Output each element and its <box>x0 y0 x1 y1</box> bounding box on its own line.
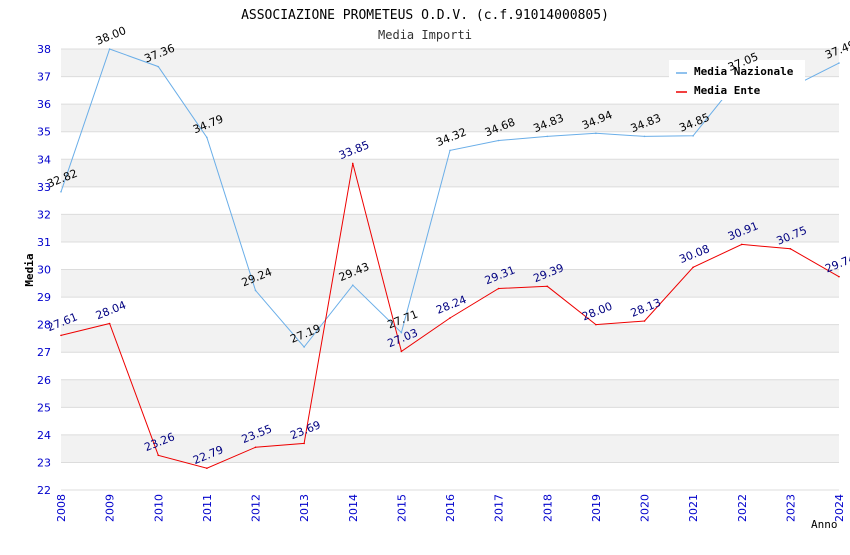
y-tick-label: 26 <box>37 374 51 387</box>
x-tick-label: 2016 <box>444 494 457 522</box>
grid-band <box>61 324 839 353</box>
data-point <box>108 48 111 50</box>
data-point <box>643 135 646 138</box>
y-tick-label: 35 <box>37 126 51 139</box>
data-point <box>157 65 160 68</box>
data-point <box>740 243 743 246</box>
data-point <box>595 323 597 326</box>
x-tick-label: 2018 <box>541 494 554 522</box>
data-point <box>692 266 694 269</box>
data-point <box>254 446 257 449</box>
legend-label-media-nazionale: Media Nazionale <box>694 65 794 78</box>
y-tick-label: 37 <box>37 71 51 84</box>
x-tick-label: 2017 <box>493 494 506 522</box>
data-point <box>838 275 840 278</box>
data-point <box>546 135 549 138</box>
grid-band <box>61 379 839 408</box>
y-tick-label: 33 <box>37 181 51 194</box>
data-point <box>254 289 257 292</box>
y-tick-label: 38 <box>37 43 51 56</box>
data-point <box>838 62 840 64</box>
x-tick-label: 2013 <box>298 494 311 522</box>
x-axis-label: Anno <box>811 518 838 531</box>
x-tick-label: 2021 <box>687 494 700 522</box>
legend: Media Nazionale Media Ente <box>669 60 805 100</box>
y-tick-label: 30 <box>37 264 51 277</box>
grid-band <box>61 159 839 187</box>
x-tick-label: 2023 <box>784 494 797 522</box>
data-point <box>643 320 646 322</box>
grid-band <box>61 104 839 132</box>
x-tick-label: 2009 <box>104 494 117 522</box>
data-point <box>692 135 694 137</box>
data-point <box>400 331 403 334</box>
y-axis-label: Media <box>23 253 36 286</box>
data-point <box>157 454 160 457</box>
grid-lines <box>61 48 839 491</box>
y-tick-label: 36 <box>37 98 51 111</box>
grid-bands <box>61 49 839 463</box>
y-tick-label: 32 <box>37 208 51 221</box>
y-tick-label: 28 <box>37 319 51 332</box>
x-tick-label: 2015 <box>395 494 408 522</box>
y-tick-label: 29 <box>37 291 51 304</box>
data-point <box>497 139 500 142</box>
grid-band <box>61 434 839 463</box>
series-lines <box>60 48 840 470</box>
x-tick-label: 2024 <box>833 494 846 522</box>
y-tick-label: 25 <box>37 401 51 414</box>
data-point <box>449 149 451 152</box>
y-tick-label: 31 <box>37 236 51 249</box>
x-tick-label: 2010 <box>152 494 165 522</box>
data-point <box>449 317 451 319</box>
data-point <box>108 322 111 325</box>
data-point <box>595 132 597 135</box>
data-point <box>60 334 62 337</box>
x-tick-label: 2022 <box>736 494 749 522</box>
data-point <box>206 136 208 139</box>
legend-label-media-ente: Media Ente <box>694 84 761 97</box>
x-tick-label: 2011 <box>201 494 214 522</box>
data-point <box>206 467 208 470</box>
chart-title: ASSOCIAZIONE PROMETEUS O.D.V. (c.f.91014… <box>241 8 609 23</box>
grid-band <box>61 269 839 298</box>
data-point <box>303 346 305 348</box>
y-tick-label: 24 <box>37 429 51 442</box>
chart-subtitle: Media Importi <box>378 28 472 42</box>
x-tick-label: 2020 <box>639 494 652 522</box>
data-point <box>789 248 792 250</box>
y-axis-ticks: 22 23 24 25 26 27 28 29 30 31 32 33 34 35 36 37 38 <box>37 43 51 497</box>
data-point <box>497 287 500 290</box>
data-point <box>400 350 403 353</box>
x-axis-ticks: 2008 2009 2010 2011 2012 2013 2014 2015 2016 2017… <box>55 494 846 522</box>
y-tick-label: 27 <box>37 346 51 359</box>
y-tick-label: 34 <box>37 153 51 166</box>
y-tick-label: 23 <box>37 456 51 469</box>
x-tick-label: 2019 <box>590 494 603 522</box>
data-point <box>351 284 354 287</box>
data-point <box>60 190 62 193</box>
x-tick-label: 2008 <box>55 494 68 522</box>
data-point <box>303 442 305 445</box>
x-tick-label: 2014 <box>347 494 360 522</box>
x-tick-label: 2012 <box>250 494 263 522</box>
data-point <box>546 285 549 288</box>
data-point <box>351 162 354 165</box>
y-tick-label: 22 <box>37 484 51 497</box>
grid-band <box>61 214 839 242</box>
legend-box <box>669 60 805 100</box>
